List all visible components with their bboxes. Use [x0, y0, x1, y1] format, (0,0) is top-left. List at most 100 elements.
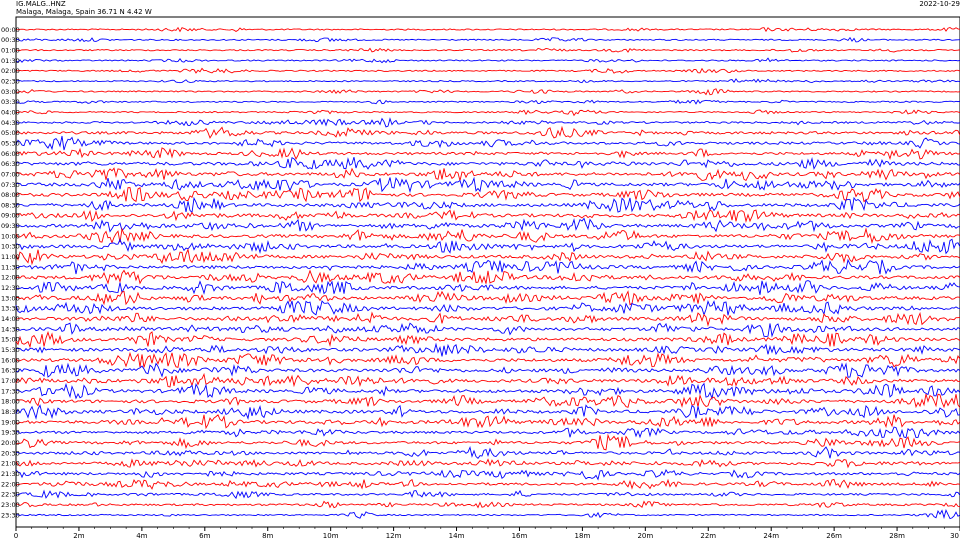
- seismic-trace-1600: [15, 351, 960, 368]
- seismic-trace-0700: [15, 167, 960, 182]
- seismic-trace-2300: [15, 500, 960, 509]
- row-time-label: 01:30: [1, 57, 20, 65]
- seismic-trace-0430: [15, 117, 960, 128]
- x-tick-label: 12m: [386, 532, 402, 540]
- row-time-label: 10:30: [1, 243, 20, 251]
- seismic-trace-0130: [15, 57, 960, 64]
- row-time-label: 03:30: [1, 98, 20, 106]
- seismic-trace-0600: [15, 147, 960, 161]
- seismic-trace-0500: [15, 125, 960, 139]
- seismic-trace-1530: [15, 342, 960, 357]
- seismic-trace-1400: [15, 311, 960, 327]
- seismic-trace-1830: [15, 404, 960, 420]
- station-id: IG.MALG..HNZ: [16, 0, 66, 8]
- row-time-label: 09:30: [1, 222, 20, 230]
- row-time-label: 18:30: [1, 408, 20, 416]
- seismic-trace-2200: [15, 478, 960, 490]
- x-tick-label: 16m: [512, 532, 528, 540]
- seismic-trace-1430: [15, 322, 960, 338]
- x-tick-label: 6m: [199, 532, 210, 540]
- x-tick-label: 22m: [700, 532, 716, 540]
- row-time-label: 05:30: [1, 139, 20, 147]
- x-tick-label: 28m: [889, 532, 905, 540]
- row-time-label: 12:30: [1, 284, 20, 292]
- seismic-trace-0030: [15, 36, 960, 43]
- seismic-trace-1200: [15, 269, 960, 285]
- seismic-trace-0300: [15, 88, 960, 96]
- row-time-label: 09:00: [1, 212, 20, 220]
- row-time-label: 08:00: [1, 191, 20, 199]
- row-time-label: 21:00: [1, 460, 20, 468]
- record-date: 2022-10-29: [919, 0, 960, 8]
- x-tick-label: 0: [14, 532, 18, 540]
- row-time-label: 20:00: [1, 439, 20, 447]
- row-time-label: 05:00: [1, 129, 20, 137]
- row-time-label: 06:00: [1, 150, 20, 158]
- seismic-trace-1130: [15, 258, 960, 275]
- station-location: Malaga, Malaga, Spain 36.71 N 4.42 W: [16, 8, 152, 16]
- seismic-trace-1930: [15, 426, 960, 439]
- seismic-trace-2230: [15, 489, 960, 500]
- row-time-label: 02:00: [1, 67, 20, 75]
- seismic-trace-0930: [15, 217, 960, 233]
- row-time-label: 04:30: [1, 119, 20, 127]
- x-tick-label: 18m: [575, 532, 591, 540]
- row-time-label: 01:00: [1, 46, 20, 54]
- x-tick-label: 14m: [449, 532, 465, 540]
- x-tick-label: 2m: [73, 532, 84, 540]
- seismic-trace-2100: [15, 458, 960, 469]
- row-time-label: 04:00: [1, 108, 20, 116]
- row-time-label: 18:00: [1, 398, 20, 406]
- row-time-label: 13:00: [1, 294, 20, 302]
- row-time-label: 10:00: [1, 232, 20, 240]
- seismic-trace-0730: [15, 176, 960, 194]
- seismic-trace-1800: [15, 393, 960, 409]
- x-tick-label: 10m: [323, 532, 339, 540]
- seismic-trace-0200: [15, 67, 960, 74]
- seismic-trace-2030: [15, 445, 960, 460]
- seismic-trace-0530: [15, 135, 960, 151]
- row-time-label: 08:30: [1, 201, 20, 209]
- row-time-label: 21:30: [1, 470, 20, 478]
- seismic-trace-1100: [15, 248, 960, 266]
- row-time-label: 16:00: [1, 356, 20, 364]
- seismic-trace-0330: [15, 99, 960, 105]
- row-time-label: 23:00: [1, 501, 20, 509]
- seismic-trace-0900: [15, 209, 960, 224]
- row-time-label: 14:30: [1, 325, 20, 333]
- seismic-trace-2130: [15, 469, 960, 481]
- seismic-trace-1630: [15, 362, 960, 378]
- row-time-label: 19:30: [1, 429, 20, 437]
- row-time-label: 07:00: [1, 170, 20, 178]
- seismic-trace-1700: [15, 372, 960, 388]
- row-time-label: 02:30: [1, 77, 20, 85]
- row-time-label: 22:30: [1, 491, 20, 499]
- seismic-trace-1730: [16, 382, 960, 401]
- seismic-trace-1330: [15, 299, 960, 317]
- x-tick-label: 24m: [763, 532, 779, 540]
- row-time-label: 00:30: [1, 36, 20, 44]
- seismic-trace-0230: [15, 78, 960, 84]
- seismic-trace-1230: [15, 280, 960, 295]
- x-tick-label: 26m: [826, 532, 842, 540]
- row-time-label: 22:00: [1, 480, 20, 488]
- row-time-label: 03:00: [1, 88, 20, 96]
- row-time-label: 17:00: [1, 377, 20, 385]
- seismic-trace-0830: [15, 196, 960, 214]
- row-time-label: 07:30: [1, 181, 20, 189]
- row-time-label: 23:30: [1, 511, 20, 519]
- row-time-label: 13:30: [1, 305, 20, 313]
- row-time-label: 14:00: [1, 315, 20, 323]
- row-time-label: 17:30: [1, 387, 20, 395]
- row-time-label: 06:30: [1, 160, 20, 168]
- seismic-trace-0000: [15, 26, 960, 33]
- seismic-trace-2000: [15, 433, 960, 451]
- seismic-trace-1900: [15, 414, 960, 430]
- seismic-trace-0100: [15, 47, 960, 53]
- row-time-label: 11:00: [1, 253, 20, 261]
- row-time-label: 00:00: [1, 26, 20, 34]
- row-time-label: 15:30: [1, 346, 20, 354]
- row-time-label: 12:00: [1, 274, 20, 282]
- row-time-label: 15:00: [1, 336, 20, 344]
- seismic-trace-1000: [15, 227, 960, 245]
